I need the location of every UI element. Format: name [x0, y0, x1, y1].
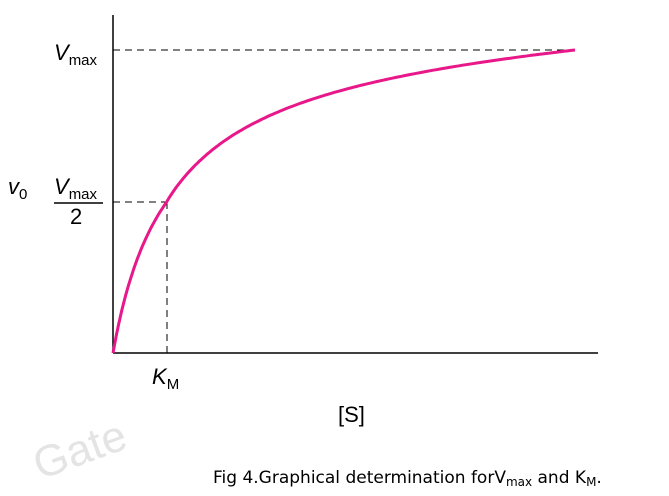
- denominator: 2: [70, 204, 82, 229]
- caption: Fig 4.Graphical determination forVmax an…: [213, 468, 602, 489]
- x-axis-label: [S]: [338, 402, 365, 427]
- vmax-label: Vmax: [54, 40, 98, 69]
- curve: [111, 48, 576, 354]
- watermark: Gate: [27, 411, 133, 490]
- vmax-half-label: Vmax: [54, 174, 98, 203]
- v0-label: v0: [8, 174, 27, 203]
- km-label: KM: [152, 364, 179, 393]
